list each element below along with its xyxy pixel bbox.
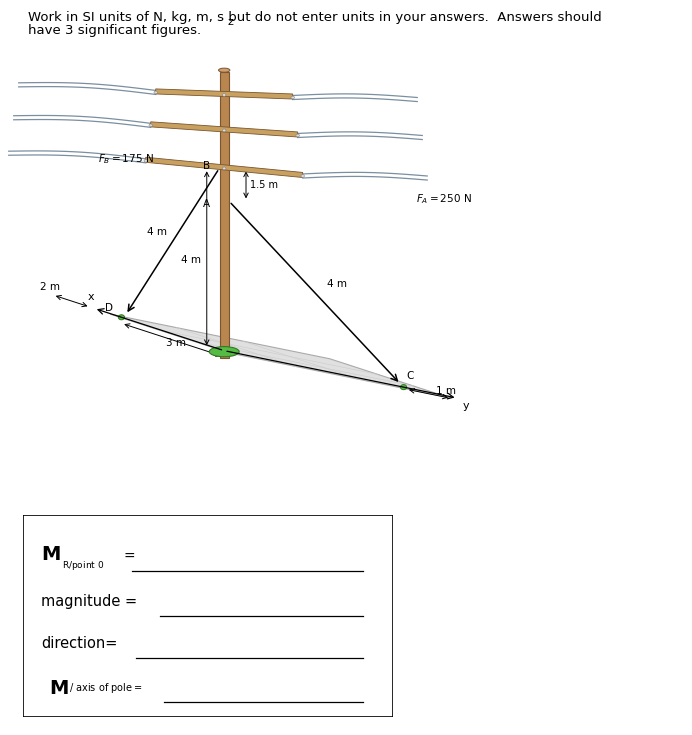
Text: 3 m: 3 m [166,338,186,348]
Text: 4 m: 4 m [327,279,347,289]
Polygon shape [110,314,450,398]
Polygon shape [151,122,298,137]
Ellipse shape [144,159,147,162]
Text: C: C [407,371,414,381]
Ellipse shape [223,129,226,132]
Ellipse shape [296,134,300,137]
Ellipse shape [154,91,157,94]
Text: y: y [462,401,469,411]
Text: $\mathbf{M}$: $\mathbf{M}$ [48,679,69,698]
Text: $F_B = 175\ \mathrm{N}$: $F_B = 175\ \mathrm{N}$ [98,152,154,166]
Text: Work in SI units of N, kg, m, s but do not enter units in your answers.  Answers: Work in SI units of N, kg, m, s but do n… [28,11,601,24]
Ellipse shape [118,315,125,320]
Ellipse shape [291,96,294,99]
Text: have 3 significant figures.: have 3 significant figures. [28,24,201,37]
Polygon shape [146,157,302,178]
Text: direction=: direction= [42,637,118,651]
Text: 1.5 m: 1.5 m [251,180,278,190]
Text: A: A [203,199,210,209]
Text: 2 m: 2 m [40,282,60,292]
Ellipse shape [209,347,239,356]
FancyBboxPatch shape [23,514,393,717]
Text: 4 m: 4 m [147,228,167,237]
Ellipse shape [219,68,230,72]
Ellipse shape [149,124,152,126]
Bar [220,72,228,358]
Text: B: B [203,161,210,171]
Text: D: D [104,304,113,313]
Text: $=$: $=$ [121,548,136,562]
Text: z: z [227,17,233,26]
Text: 4 m: 4 m [181,254,201,265]
Text: $\mathrm{R/point\ 0}$: $\mathrm{R/point\ 0}$ [62,559,104,572]
Text: magnitude =: magnitude = [42,594,138,609]
Ellipse shape [301,175,304,177]
Text: $\mathrm{/\ axis\ of\ pole=}$: $\mathrm{/\ axis\ of\ pole=}$ [69,681,143,695]
Text: $\mathbf{M}$: $\mathbf{M}$ [42,545,61,564]
Ellipse shape [401,384,407,390]
Text: 1 m: 1 m [436,386,456,395]
Polygon shape [156,89,293,99]
Ellipse shape [223,93,226,96]
Text: $F_A = 250\ \mathrm{N}$: $F_A = 250\ \mathrm{N}$ [416,192,472,206]
Text: x: x [88,293,94,302]
Ellipse shape [223,167,226,170]
